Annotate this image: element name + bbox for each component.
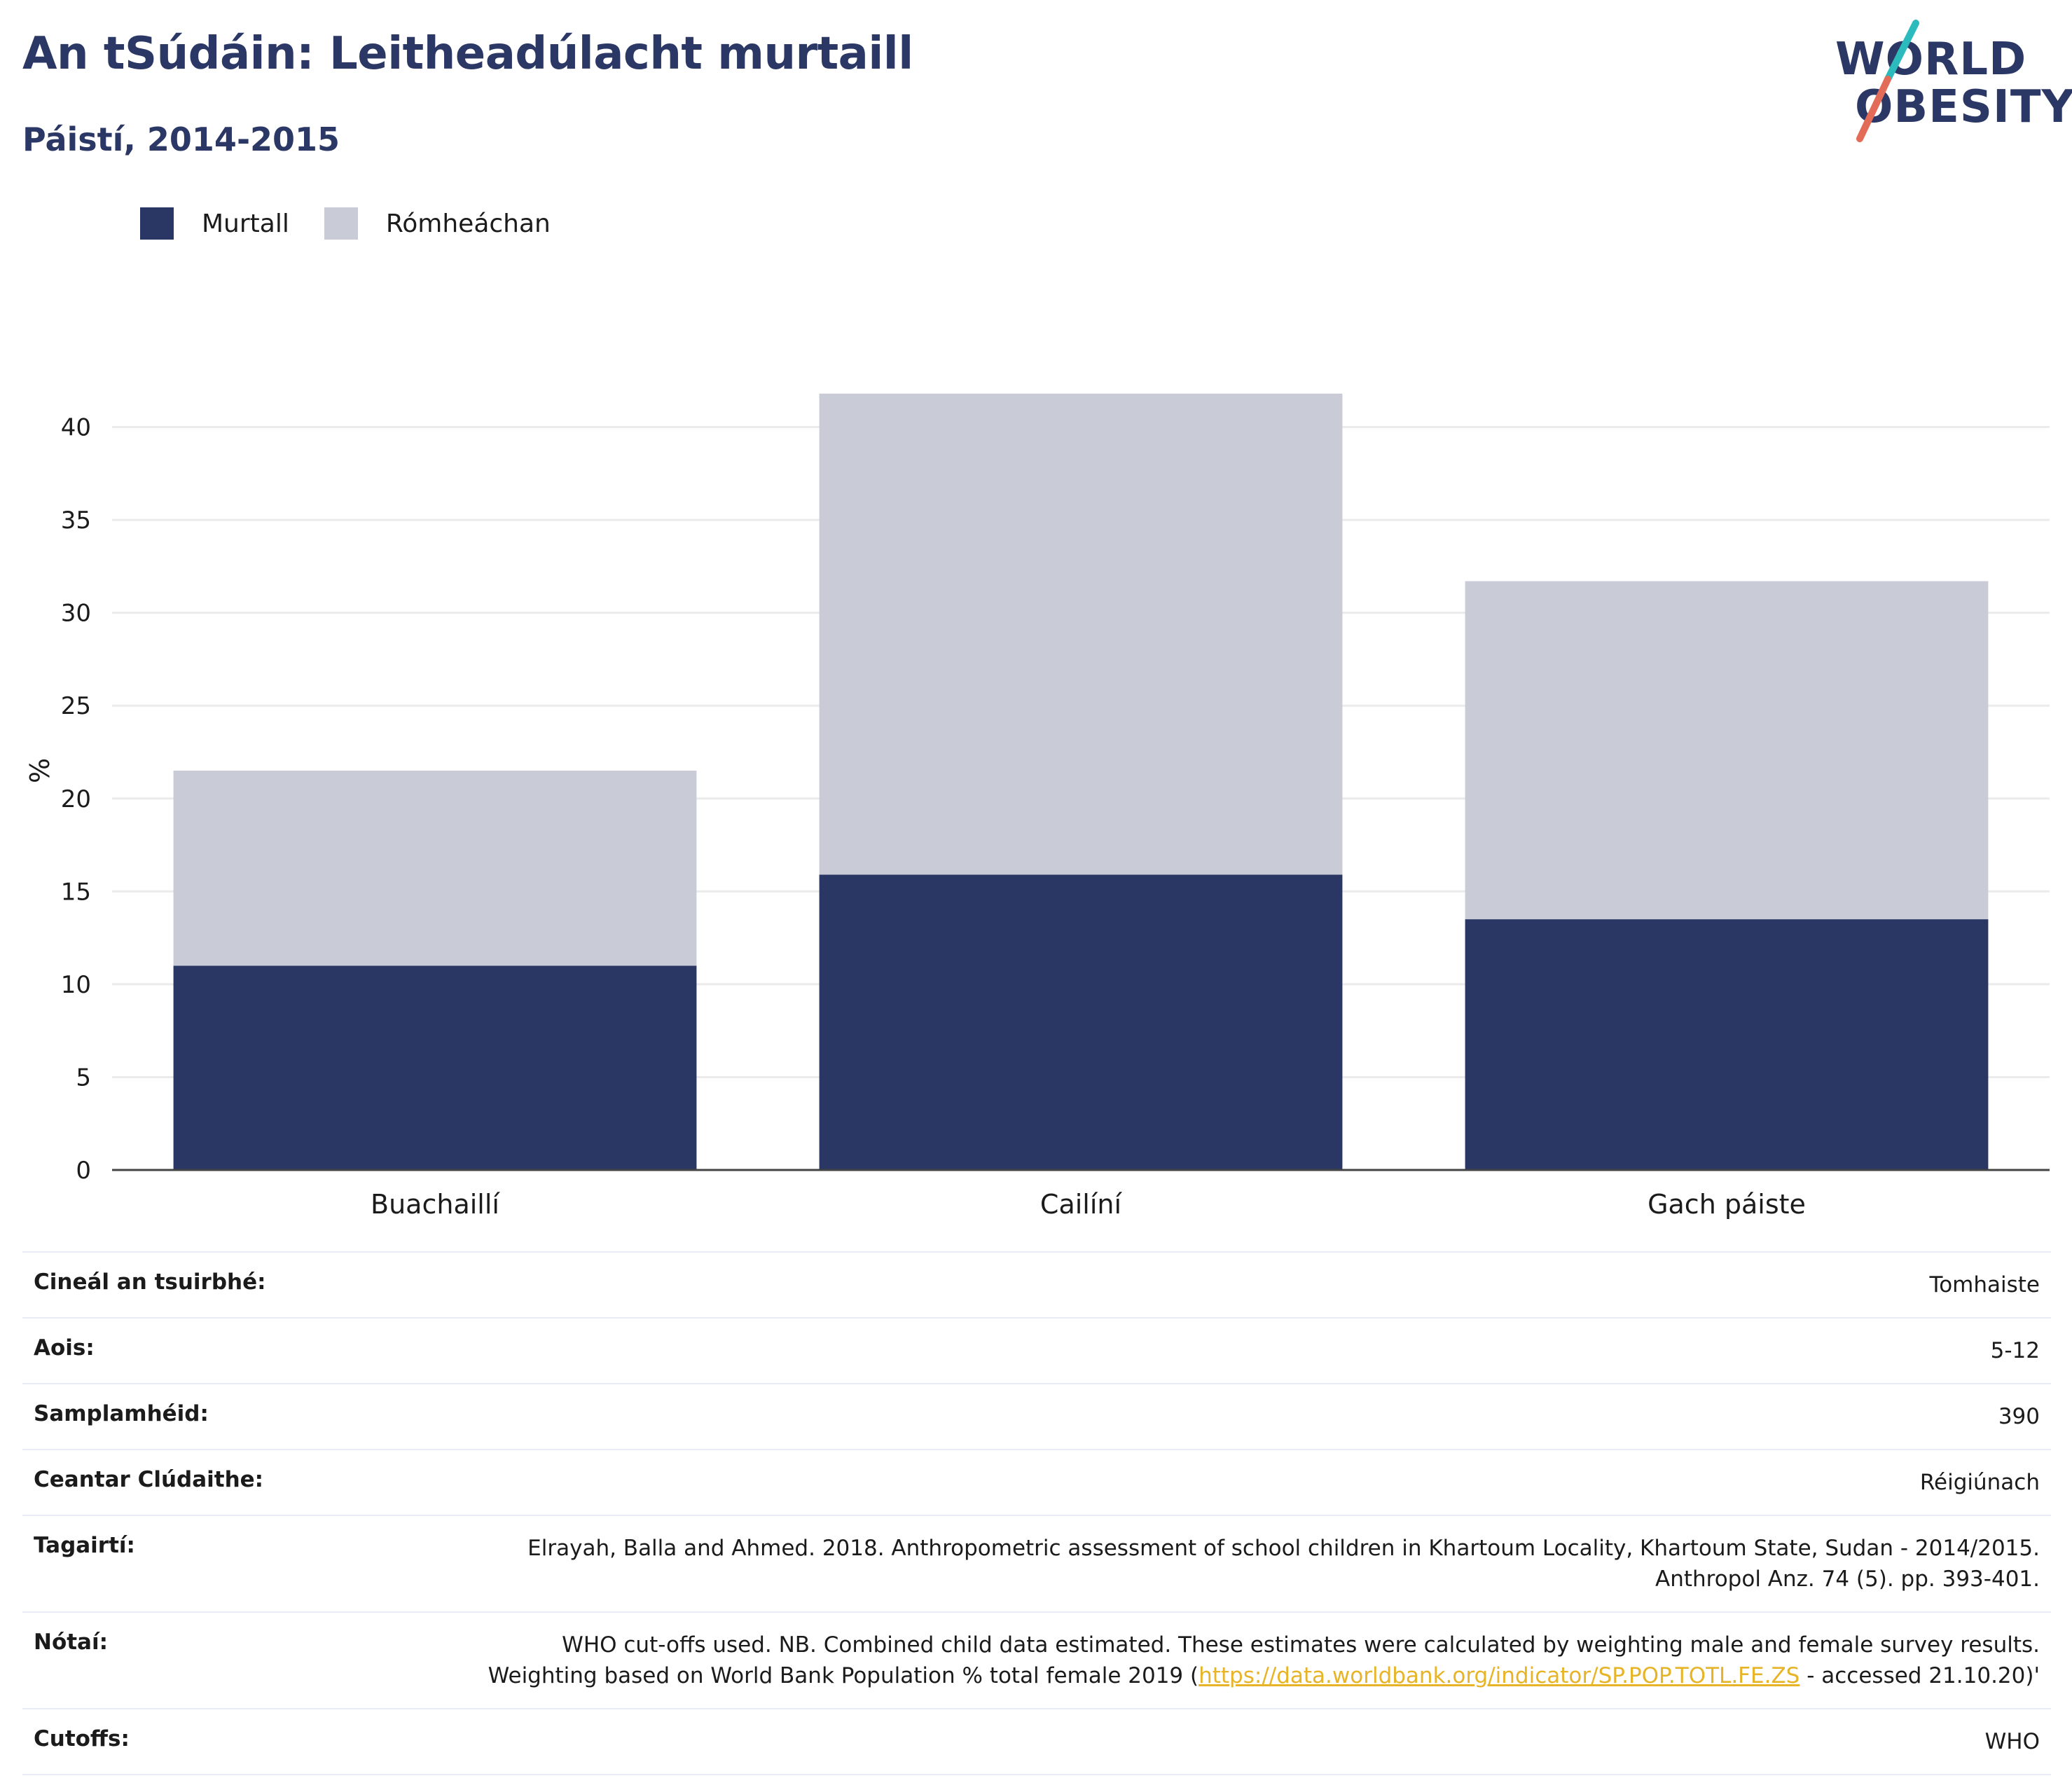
- chart-title: An tSúdáin: Leitheadúlacht murtaill: [22, 28, 913, 80]
- legend-swatch-overweight: [324, 207, 358, 240]
- world-obesity-logo[interactable]: WORLD OBESITY: [1821, 20, 2072, 146]
- y-tick-label: 25: [61, 692, 91, 720]
- info-key: Ceantar Clúdaithe:: [22, 1449, 465, 1515]
- info-key: Cutoffs:: [22, 1708, 465, 1775]
- bar-obese-1: [173, 965, 697, 1170]
- y-tick-label: 10: [61, 971, 91, 999]
- info-row-age: Aois: 5-12: [22, 1317, 2051, 1384]
- info-key: Nótaí:: [22, 1611, 465, 1709]
- worldbank-link[interactable]: https://data.worldbank.org/indicator/SP.…: [1199, 1663, 1800, 1688]
- legend-item-overweight[interactable]: Rómheáchan: [324, 207, 551, 240]
- info-row-cutoffs: Cutoffs: WHO: [22, 1708, 2051, 1775]
- logo-word-obesity: OBESITY: [1855, 81, 2072, 133]
- info-row-area-covered: Ceantar Clúdaithe: Réigiúnach: [22, 1449, 2051, 1515]
- info-value: WHO cut-offs used. NB. Combined child da…: [465, 1611, 2051, 1709]
- legend-label-obese: Murtall: [202, 209, 289, 238]
- chart-subtitle: Páistí, 2014-2015: [22, 121, 340, 158]
- y-tick-label: 30: [61, 600, 91, 628]
- logo-slash-icon: [1856, 20, 1919, 142]
- legend-item-obese[interactable]: Murtall: [140, 207, 289, 240]
- y-tick-label: 40: [61, 414, 91, 442]
- legend-label-overweight: Rómheáchan: [385, 209, 551, 238]
- notes-text-before: WHO cut-offs used. NB. Combined child da…: [488, 1632, 2040, 1688]
- info-row-sample-size: Samplamhéid: 390: [22, 1383, 2051, 1450]
- info-key: Aois:: [22, 1317, 465, 1384]
- chart-legend: Murtall Rómheáchan: [140, 207, 586, 240]
- info-row-references: Tagairtí: Elrayah, Balla and Ahmed. 2018…: [22, 1515, 2051, 1612]
- info-key: Samplamhéid:: [22, 1383, 465, 1450]
- y-axis-label: %: [25, 758, 55, 783]
- info-row-survey-type: Cineál an tsuirbhé: Tomhaiste: [22, 1251, 2051, 1318]
- logo-word-world: WORLD: [1835, 34, 2027, 85]
- survey-info-table: Cineál an tsuirbhé: Tomhaiste Aois: 5-12…: [22, 1251, 2051, 1775]
- y-tick-label: 0: [76, 1157, 91, 1185]
- bar-obese-3: [1465, 919, 1989, 1170]
- bar-overweight-2: [819, 393, 1343, 875]
- x-tick-label: Cailíní: [1040, 1189, 1123, 1219]
- bar-overweight-3: [1465, 581, 1989, 920]
- y-tick-label: 20: [61, 785, 91, 813]
- info-value: WHO: [465, 1708, 2051, 1775]
- notes-text-after: - accessed 21.10.20)': [1800, 1663, 2040, 1688]
- info-value: Tomhaiste: [465, 1251, 2051, 1318]
- info-value: 5-12: [465, 1317, 2051, 1384]
- y-tick-label: 5: [76, 1063, 91, 1092]
- info-value: 390: [465, 1383, 2051, 1450]
- y-tick-label: 15: [61, 878, 91, 906]
- info-value: Réigiúnach: [465, 1449, 2051, 1515]
- legend-swatch-obese: [140, 207, 174, 240]
- x-tick-label: Buachaillí: [371, 1189, 500, 1219]
- info-row-notes: Nótaí: WHO cut-offs used. NB. Combined c…: [22, 1611, 2051, 1709]
- info-value: Elrayah, Balla and Ahmed. 2018. Anthropo…: [465, 1515, 2051, 1612]
- bar-obese-2: [819, 874, 1343, 1170]
- info-key: Tagairtí:: [22, 1515, 465, 1612]
- y-tick-label: 35: [61, 507, 91, 535]
- info-key: Cineál an tsuirbhé:: [22, 1251, 465, 1318]
- bar-chart: 0 5 10 15 20 25 30 35 40% Buachaillí Cailíní Gach p…: [25, 393, 2050, 1219]
- x-tick-label: Gach páiste: [1648, 1189, 1806, 1219]
- bar-overweight-1: [173, 771, 697, 966]
